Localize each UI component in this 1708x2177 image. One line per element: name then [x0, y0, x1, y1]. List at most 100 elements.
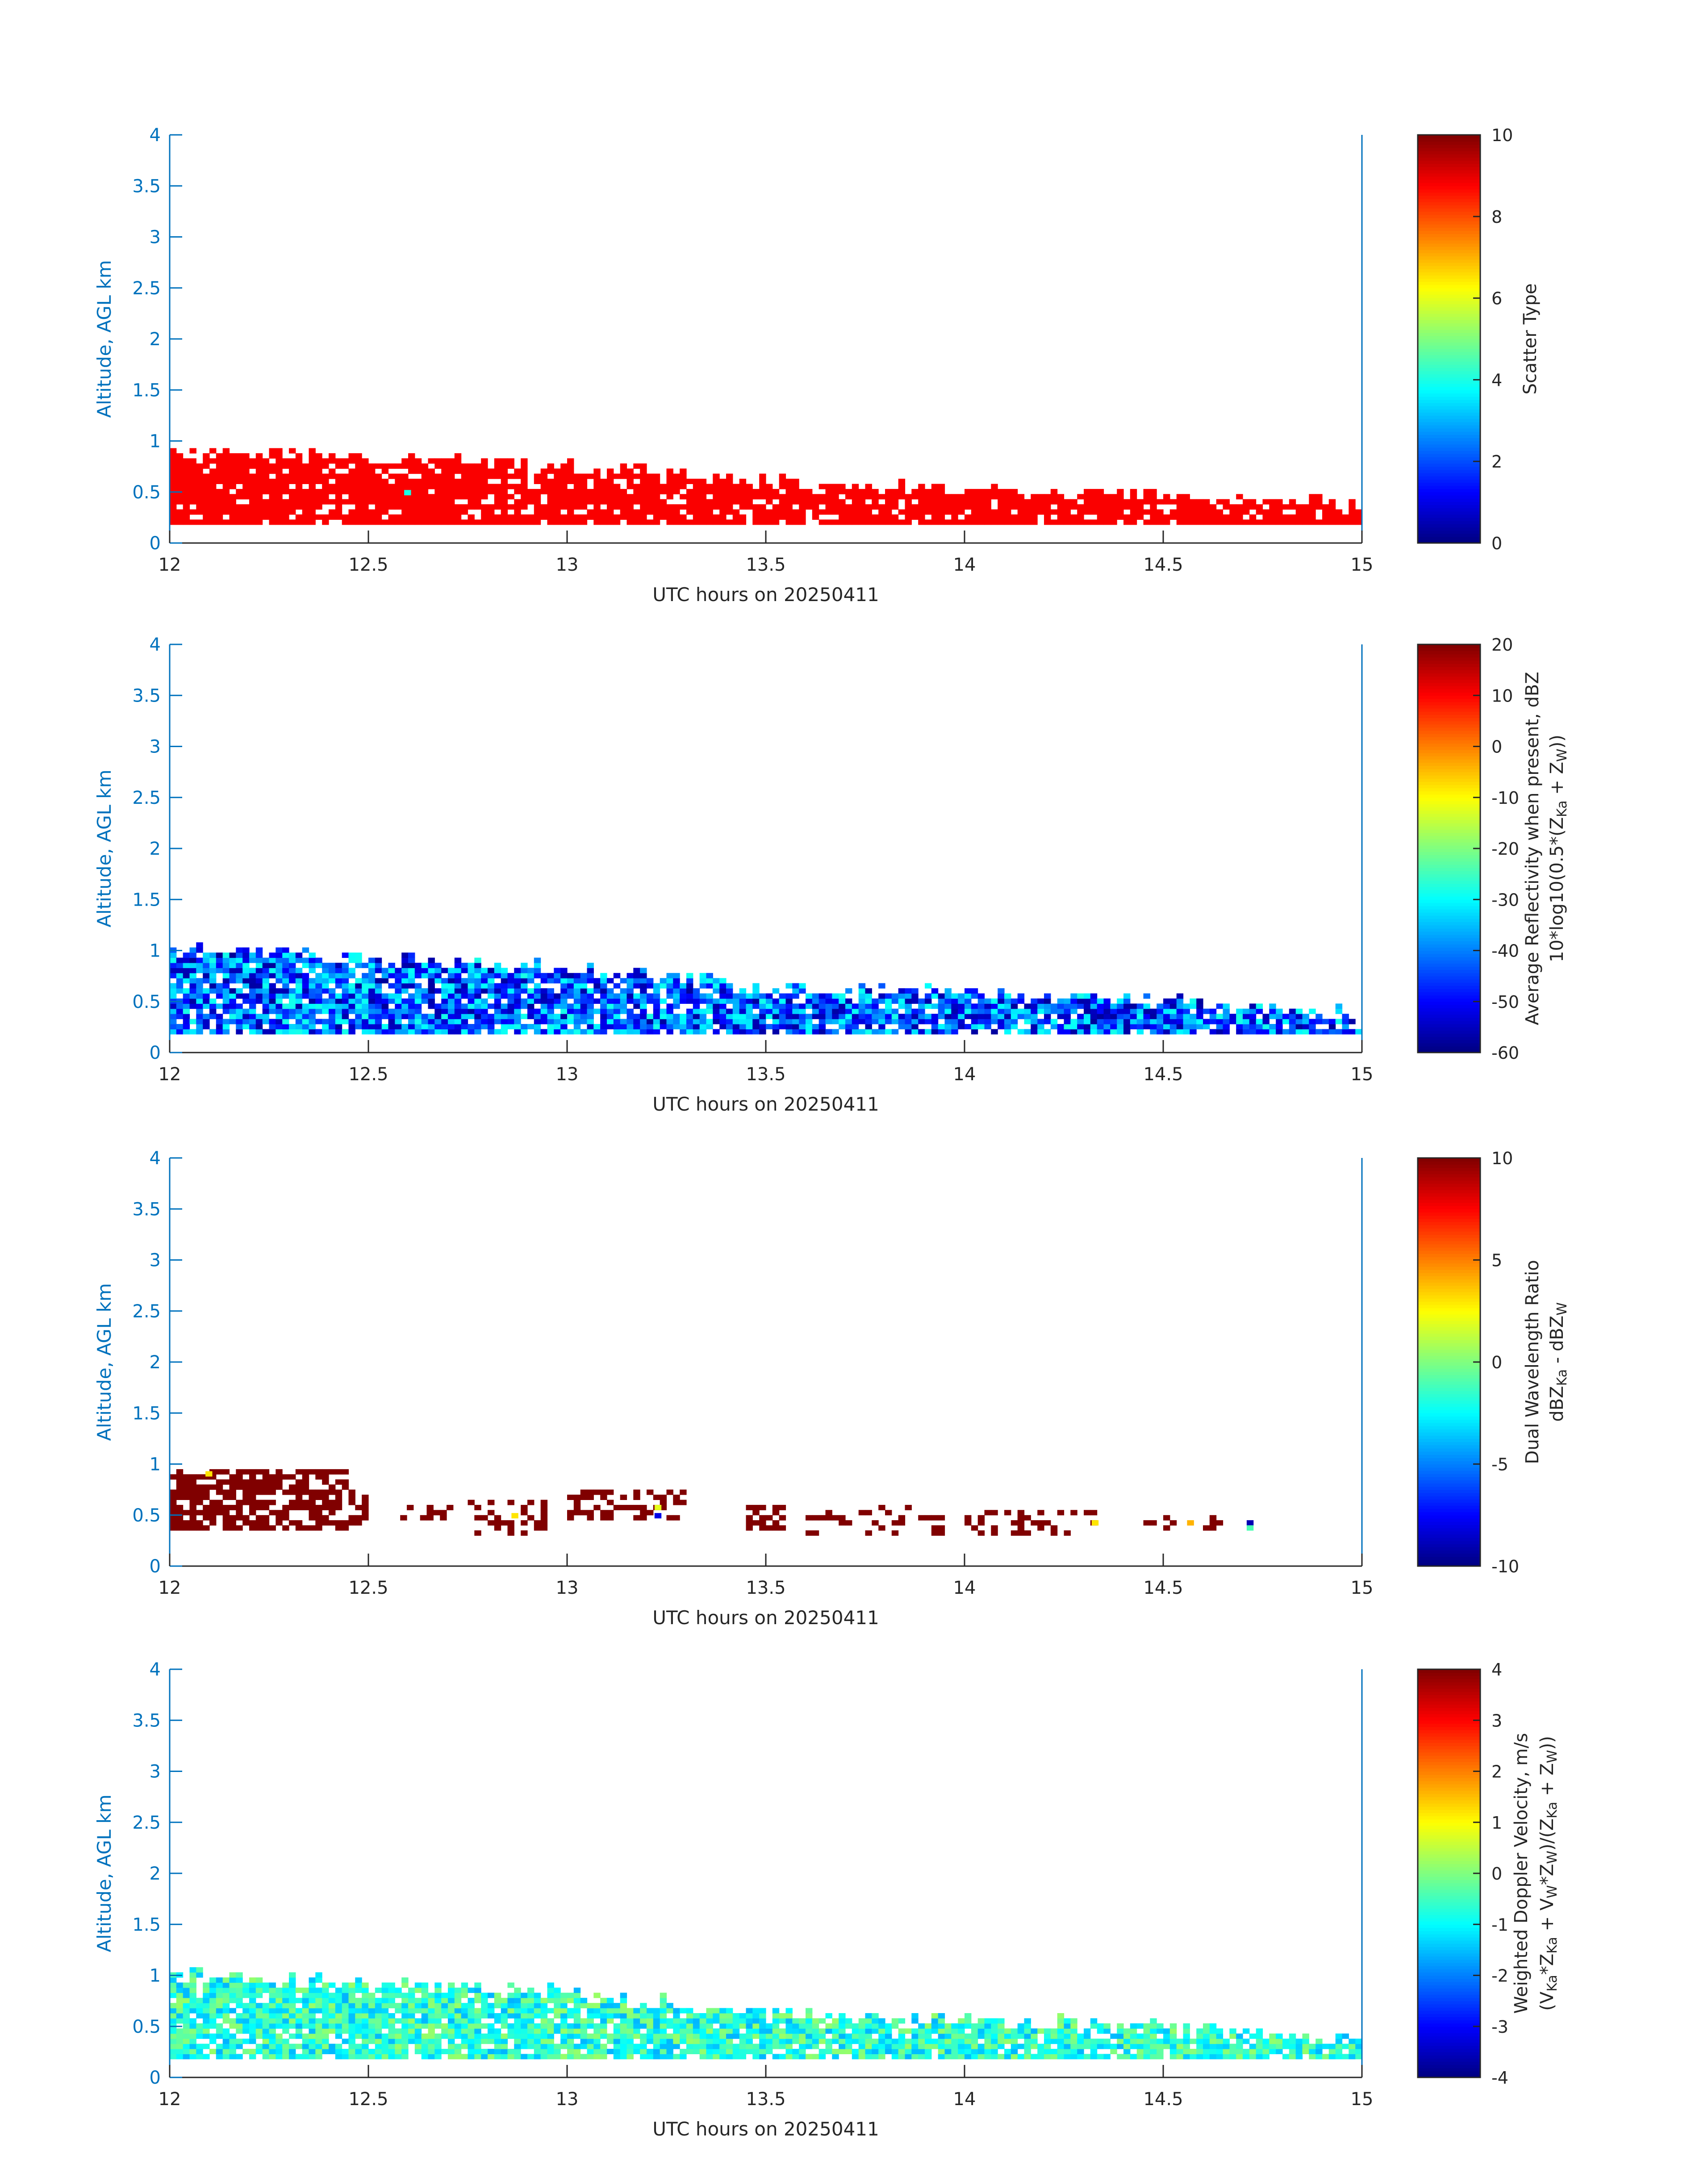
heatmap-cell: [196, 957, 203, 963]
heatmap-cell: [209, 1504, 217, 1510]
heatmap-cell: [1077, 1003, 1084, 1009]
heatmap-cell: [521, 1504, 528, 1510]
heatmap-cell: [203, 494, 210, 500]
heatmap-cell: [1084, 1029, 1091, 1035]
heatmap-cell: [329, 473, 336, 479]
heatmap-cell: [785, 1019, 793, 1024]
heatmap-cell: [375, 2008, 382, 2014]
heatmap-cell: [666, 473, 673, 479]
heatmap-cell: [401, 1977, 409, 1983]
heatmap-cell: [368, 479, 376, 484]
heatmap-cell: [441, 983, 448, 989]
heatmap-cell: [666, 973, 673, 978]
heatmap-cell: [1223, 1019, 1230, 1024]
heatmap-cell: [189, 2049, 196, 2054]
heatmap-cell: [236, 473, 243, 479]
heatmap-cell: [434, 504, 442, 510]
colorbar-swatch: [1418, 727, 1480, 731]
heatmap-cell: [732, 484, 740, 489]
heatmap-cell: [587, 2043, 594, 2049]
heatmap-cell: [434, 2054, 442, 2060]
heatmap-cell: [1097, 494, 1104, 500]
heatmap-cell: [772, 1014, 780, 1020]
heatmap-cell: [421, 1029, 429, 1035]
colorbar-swatch: [1418, 1218, 1480, 1222]
heatmap-cell: [1322, 1019, 1329, 1024]
heatmap-cell: [189, 993, 196, 999]
colorbar-swatch: [1418, 1525, 1480, 1529]
heatmap-cell: [183, 2013, 190, 2018]
heatmap-cell: [315, 1008, 322, 1014]
heatmap-cell: [1282, 1019, 1290, 1024]
heatmap-cell: [408, 1997, 415, 2003]
heatmap-cell: [342, 2003, 349, 2009]
heatmap-cell: [170, 962, 177, 968]
heatmap-cell: [832, 484, 839, 489]
heatmap-cell: [322, 1982, 329, 1988]
heatmap-cell: [282, 1510, 289, 1516]
heatmap-cell: [1044, 509, 1051, 515]
heatmap-cell: [1130, 504, 1137, 510]
heatmap-cell: [329, 2018, 336, 2024]
colorbar-swatch: [1418, 530, 1480, 534]
heatmap-cell: [1037, 1003, 1044, 1009]
heatmap-cell: [229, 953, 236, 958]
colorbar-swatch: [1418, 752, 1480, 756]
heatmap-cell: [772, 519, 780, 525]
heatmap-cell: [381, 499, 389, 505]
heatmap-cell: [302, 1479, 309, 1485]
heatmap-cell: [262, 1982, 270, 1988]
heatmap-cell: [302, 514, 309, 520]
heatmap-cell: [355, 1977, 362, 1983]
heatmap-cell: [534, 2043, 541, 2049]
heatmap-cell: [381, 1982, 389, 1988]
heatmap-cell: [395, 494, 402, 500]
heatmap-cell: [1004, 514, 1011, 520]
heatmap-cell: [255, 973, 263, 978]
heatmap-cell: [222, 1982, 230, 1988]
heatmap-cell: [1249, 519, 1257, 525]
heatmap-cell: [289, 1029, 296, 1035]
heatmap-cell: [388, 2039, 395, 2044]
heatmap-cell: [1117, 1008, 1124, 1014]
heatmap-cell: [249, 973, 256, 978]
heatmap-cell: [322, 2023, 329, 2029]
heatmap-cell: [858, 1019, 866, 1024]
heatmap-cell: [388, 519, 395, 525]
heatmap-cell: [1024, 1019, 1031, 1024]
colorbar-swatch: [1418, 508, 1480, 512]
heatmap-cell: [176, 968, 184, 974]
heatmap-cell: [514, 484, 521, 489]
heatmap-cell: [918, 1008, 925, 1014]
heatmap-cell: [607, 494, 614, 500]
heatmap-cell: [600, 484, 607, 489]
colorbar-swatch: [1418, 1384, 1480, 1388]
heatmap-cell: [196, 2003, 203, 2009]
heatmap-cell: [335, 2008, 342, 2014]
heatmap-cell: [468, 983, 475, 989]
heatmap-cell: [421, 2013, 429, 2018]
heatmap-cell: [454, 458, 462, 464]
heatmap-cell: [242, 514, 250, 520]
heatmap-cell: [282, 458, 289, 464]
heatmap-cell: [434, 2003, 442, 2009]
colorbar-swatch: [1418, 1027, 1480, 1031]
colorbar-swatch: [1418, 1202, 1480, 1206]
heatmap-cell: [1011, 1008, 1018, 1014]
heatmap-cell: [236, 1474, 243, 1480]
heatmap-cell: [434, 499, 442, 505]
colorbar-swatch: [1418, 813, 1480, 817]
heatmap-cell: [951, 1024, 958, 1029]
heatmap-cell: [1236, 1029, 1243, 1035]
heatmap-cell: [183, 463, 190, 469]
heatmap-cell: [222, 453, 230, 459]
heatmap-cell: [421, 2043, 429, 2049]
heatmap-cell: [315, 2033, 322, 2039]
heatmap-cell: [501, 2008, 508, 2014]
heatmap-cell: [640, 468, 647, 474]
heatmap-cell: [348, 2018, 355, 2024]
colorbar-swatch: [1418, 769, 1480, 773]
heatmap-cell: [772, 1510, 780, 1516]
heatmap-cell: [395, 463, 402, 469]
